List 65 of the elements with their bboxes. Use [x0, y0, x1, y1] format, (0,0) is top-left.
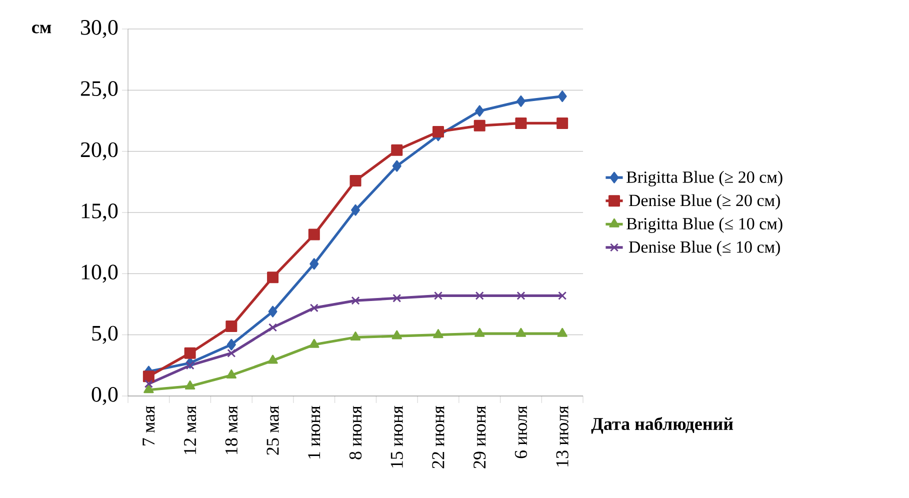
point — [432, 126, 444, 138]
point — [392, 330, 402, 340]
y-tick-label: 15,0 — [82, 203, 118, 222]
x-tick-label: 25 мая — [266, 406, 279, 455]
point — [475, 291, 484, 300]
y-tick-label: 30,0 — [81, 20, 118, 38]
point — [142, 370, 154, 382]
point — [391, 144, 403, 156]
point — [186, 361, 194, 370]
point — [268, 306, 278, 318]
y-tick-label: 20,0 — [80, 142, 118, 160]
x-tick-label: 29 июня — [474, 406, 486, 468]
point — [351, 204, 360, 216]
point — [434, 291, 443, 300]
point — [515, 117, 527, 129]
y-tick-label: 25,0 — [80, 81, 118, 100]
x-tick-label: 15 июня — [390, 406, 403, 468]
x-tick-label: 12 мая — [184, 406, 196, 454]
point — [558, 90, 567, 102]
point — [557, 328, 568, 337]
point — [351, 296, 360, 305]
point — [310, 258, 319, 270]
point — [516, 95, 526, 107]
x-tick-label: 22 июня — [432, 406, 444, 468]
legend-label: Denise Blue (≥ 20 см) — [628, 194, 780, 210]
point — [144, 379, 153, 388]
point — [144, 384, 154, 394]
x-tick-label: 7 мая — [142, 406, 155, 446]
point — [308, 228, 320, 240]
point — [226, 338, 236, 350]
x-tick-label: 1 июня — [308, 406, 320, 458]
x-tick-label: 13 июля — [556, 406, 568, 466]
point — [350, 332, 361, 341]
y-tick-label: 5,0 — [92, 326, 118, 344]
point — [184, 380, 196, 390]
legend-label: Brigitta Blue (≥ 20 см) — [626, 170, 782, 186]
point — [268, 354, 278, 364]
point — [310, 304, 318, 312]
point — [475, 105, 484, 117]
x-axis-title: Дата наблюдений — [591, 416, 734, 434]
point — [226, 320, 238, 332]
point — [474, 120, 486, 132]
point — [392, 160, 402, 172]
point — [474, 328, 485, 337]
y-tick-label: 0,0 — [92, 386, 118, 406]
point — [226, 369, 236, 378]
x-tick-label: 8 июня — [349, 406, 362, 460]
y-tick-label: 10,0 — [82, 264, 118, 283]
point — [268, 323, 278, 332]
point — [350, 174, 362, 186]
legend-label: Denise Blue (≤ 10 см) — [628, 240, 780, 256]
point — [184, 347, 196, 359]
x-tick-label: 6 июля — [514, 406, 528, 458]
x-tick-label: 18 мая — [225, 406, 238, 454]
point — [516, 328, 526, 337]
point — [392, 294, 402, 302]
legend-label: Brigitta Blue (≤ 10 см) — [626, 218, 782, 233]
point — [227, 348, 236, 358]
point — [558, 291, 567, 300]
point — [516, 291, 526, 300]
point — [433, 329, 444, 338]
y-axis-title: см — [32, 24, 52, 34]
point — [267, 272, 279, 284]
point — [309, 338, 320, 348]
point — [556, 117, 568, 129]
